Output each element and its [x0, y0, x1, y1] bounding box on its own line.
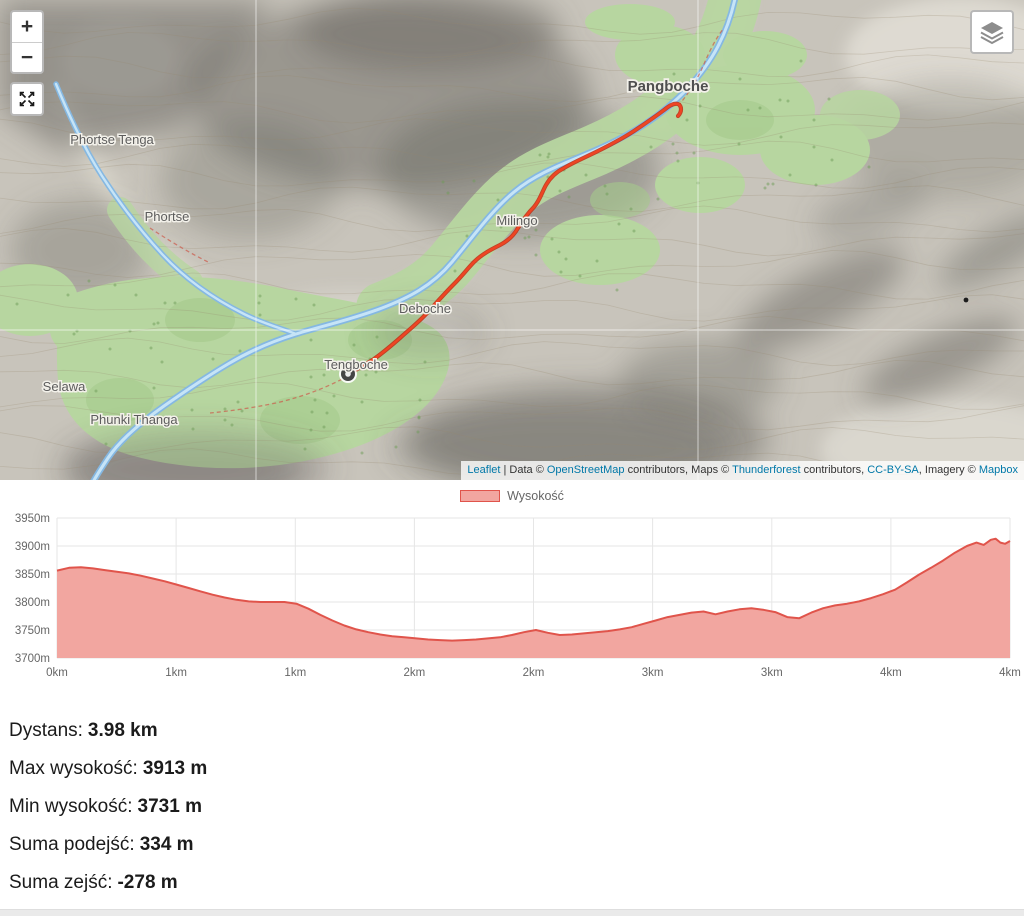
fullscreen-icon	[19, 91, 35, 107]
attribution-text: contributors, Maps ©	[624, 464, 733, 476]
svg-text:3700m: 3700m	[15, 653, 50, 665]
label-selawa: Selawa	[43, 379, 86, 394]
svg-text:3900m: 3900m	[15, 541, 50, 553]
zoom-out-button[interactable]: −	[12, 42, 42, 72]
svg-text:3750m: 3750m	[15, 625, 50, 637]
attribution-text: contributors,	[800, 464, 868, 476]
next-section-edge	[0, 909, 1024, 916]
stat-value: -278 m	[117, 872, 178, 893]
stat-total-ascent: Suma podejść: 334 m	[9, 833, 1024, 857]
poi-dot	[963, 297, 969, 303]
layers-button[interactable]	[972, 12, 1012, 52]
svg-text:2km: 2km	[523, 667, 545, 679]
label-pangboche: Pangboche	[628, 78, 709, 95]
elevation-chart: Wysokość 3950m 3900m 3850m 3800m 3750m 3700m 0…	[0, 480, 1024, 705]
label-phunki-thanga: Phunki Thanga	[90, 412, 178, 427]
osm-link[interactable]: OpenStreetMap	[546, 464, 625, 476]
fullscreen-control	[10, 82, 44, 116]
svg-text:4km: 4km	[999, 667, 1021, 679]
label-deboche: Deboche	[399, 301, 451, 316]
svg-text:3km: 3km	[761, 667, 783, 679]
stat-distance: Dystans: 3.98 km	[9, 719, 1024, 743]
stat-label: Suma podejść:	[9, 834, 135, 855]
stat-label: Max wysokość:	[9, 758, 138, 779]
map[interactable]: Phortse Tenga Phortse Selawa Phunki Than…	[0, 0, 1024, 480]
svg-text:3km: 3km	[642, 667, 664, 679]
stat-min-elevation: Min wysokość: 3731 m	[9, 795, 1024, 819]
label-tengboche: Tengboche	[324, 357, 388, 372]
stat-label: Dystans:	[9, 720, 83, 741]
elevation-plot[interactable]: 3950m 3900m 3850m 3800m 3750m 3700m 0km 1km 1km 2…	[0, 506, 1024, 700]
zoom-control: + −	[10, 10, 44, 74]
stat-value: 3731 m	[137, 796, 202, 817]
legend-swatch	[460, 490, 501, 502]
attribution-text: , Imagery ©	[918, 464, 979, 476]
fullscreen-button[interactable]	[12, 84, 42, 114]
stat-value: 3.98 km	[87, 720, 158, 741]
license-link[interactable]: CC-BY-SA	[867, 464, 919, 476]
svg-text:0km: 0km	[46, 667, 68, 679]
trail-paths	[149, 27, 725, 414]
stat-value: 334 m	[139, 834, 194, 855]
route-path	[345, 101, 684, 377]
stat-label: Suma zejść:	[9, 872, 113, 893]
graticule	[0, 0, 1024, 480]
zoom-in-button[interactable]: +	[20, 15, 34, 38]
stat-label: Min wysokość:	[9, 796, 133, 817]
stat-value: 3913 m	[142, 758, 208, 779]
svg-text:3800m: 3800m	[15, 597, 50, 609]
legend-label: Wysokość	[507, 489, 564, 503]
mapbox-link[interactable]: Mapbox	[978, 464, 1018, 476]
layers-icon	[980, 22, 1004, 45]
chart-legend[interactable]: Wysokość	[0, 486, 1024, 506]
stat-total-descent: Suma zejść: -278 m	[9, 871, 1024, 895]
svg-text:3850m: 3850m	[15, 569, 50, 581]
place-labels: Phortse Tenga Phortse Selawa Phunki Than…	[41, 76, 710, 428]
map-attribution: Leaflet | Data © OpenStreetMap contribut…	[461, 461, 1024, 480]
svg-text:4km: 4km	[880, 667, 902, 679]
label-phortse-tenga: Phortse Tenga	[70, 132, 154, 147]
map-tiles: Phortse Tenga Phortse Selawa Phunki Than…	[0, 0, 1024, 480]
route-stats: Dystans: 3.98 km Max wysokość: 3913 m Min …	[0, 705, 1024, 895]
leaflet-link[interactable]: Leaflet	[467, 464, 501, 476]
stat-max-elevation: Max wysokość: 3913 m	[9, 757, 1024, 781]
svg-text:1km: 1km	[284, 667, 306, 679]
thunderforest-link[interactable]: Thunderforest	[732, 464, 801, 476]
svg-text:1km: 1km	[165, 667, 187, 679]
route-start-marker[interactable]	[339, 365, 357, 383]
attribution-text: | Data ©	[500, 464, 547, 476]
svg-text:2km: 2km	[404, 667, 426, 679]
label-phortse: Phortse	[145, 209, 190, 224]
svg-text:3950m: 3950m	[15, 513, 50, 525]
label-milingo: Milingo	[496, 213, 537, 228]
layers-control	[970, 10, 1014, 54]
